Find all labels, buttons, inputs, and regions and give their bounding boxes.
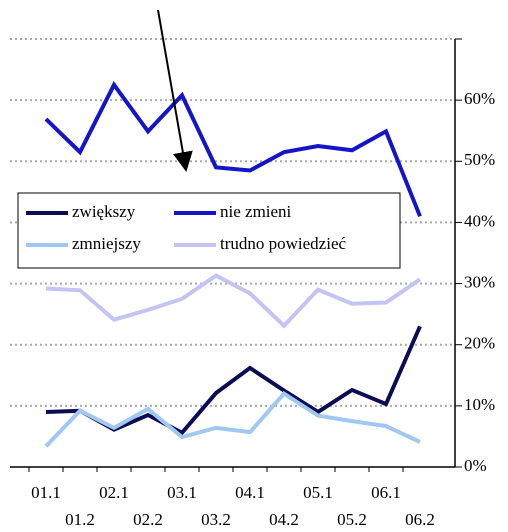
x-tick-label: 05.2 — [337, 510, 367, 529]
x-tick-label: 05.1 — [303, 483, 333, 502]
y-tick-label: 50% — [464, 150, 495, 169]
x-tick-label: 02.2 — [133, 510, 163, 529]
legend-box — [17, 192, 401, 269]
y-tick-label: 40% — [464, 211, 495, 230]
x-tick-label: 03.1 — [167, 483, 197, 502]
x-tick-label: 03.2 — [201, 510, 231, 529]
x-tick-label: 06.2 — [405, 510, 435, 529]
legend-label: zwiększy — [72, 202, 136, 221]
y-tick-label: 10% — [464, 395, 495, 414]
y-tick-label: 20% — [464, 334, 495, 353]
x-tick-label: 04.2 — [269, 510, 299, 529]
x-tick-label: 01.1 — [31, 483, 61, 502]
y-tick-label: 30% — [464, 272, 495, 291]
y-tick-label: 60% — [464, 89, 495, 108]
y-tick-label: 0% — [464, 456, 487, 475]
series-line — [44, 391, 421, 448]
series-line — [45, 273, 422, 329]
legend-label: trudno powiedzieć — [220, 234, 346, 253]
x-tick-label: 02.1 — [99, 483, 129, 502]
series-line — [44, 81, 422, 218]
arrow — [157, 9, 193, 172]
legend-label: nie zmieni — [220, 202, 292, 221]
x-tick-label: 06.1 — [371, 483, 401, 502]
x-tick-label: 01.2 — [65, 510, 95, 529]
x-tick-label: 04.1 — [235, 483, 265, 502]
legend-label: zmniejszy — [72, 234, 141, 253]
series-line — [45, 325, 422, 436]
